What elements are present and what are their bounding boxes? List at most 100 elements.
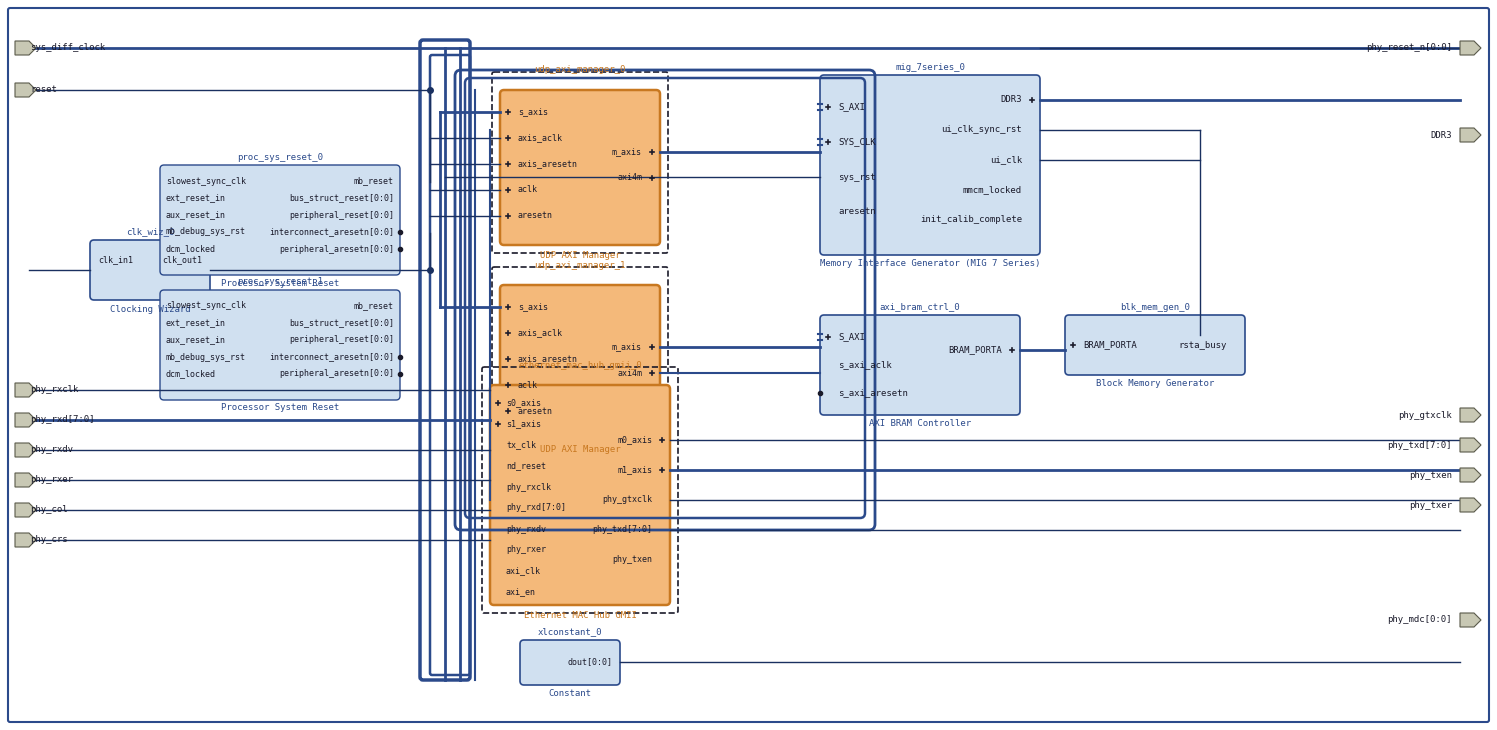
Polygon shape bbox=[15, 533, 36, 547]
FancyBboxPatch shape bbox=[490, 385, 671, 605]
Text: S_AXI: S_AXI bbox=[838, 102, 865, 112]
Polygon shape bbox=[1460, 408, 1481, 422]
FancyBboxPatch shape bbox=[160, 165, 400, 275]
FancyBboxPatch shape bbox=[1064, 315, 1246, 375]
Text: s_axi_aresetn: s_axi_aresetn bbox=[838, 388, 907, 398]
Text: DDR3: DDR3 bbox=[1000, 96, 1022, 104]
Text: axis_aclk: axis_aclk bbox=[518, 134, 563, 142]
Text: aresetn: aresetn bbox=[518, 212, 552, 220]
Polygon shape bbox=[1460, 613, 1481, 627]
Text: tx_clk: tx_clk bbox=[506, 440, 536, 450]
FancyBboxPatch shape bbox=[500, 90, 660, 245]
Text: s_axis: s_axis bbox=[518, 302, 548, 312]
Text: mmcm_locked: mmcm_locked bbox=[963, 185, 1022, 194]
Text: bus_struct_reset[0:0]: bus_struct_reset[0:0] bbox=[289, 193, 394, 202]
Text: phy_gtxclk: phy_gtxclk bbox=[1398, 410, 1452, 420]
Text: axi_en: axi_en bbox=[506, 588, 536, 596]
Polygon shape bbox=[15, 41, 36, 55]
FancyBboxPatch shape bbox=[160, 290, 400, 400]
Text: phy_mdc[0:0]: phy_mdc[0:0] bbox=[1388, 615, 1452, 624]
Text: aresetn: aresetn bbox=[838, 207, 876, 217]
Text: UDP AXI Manager: UDP AXI Manager bbox=[540, 250, 620, 259]
Text: phy_txen: phy_txen bbox=[612, 556, 653, 564]
Text: bus_struct_reset[0:0]: bus_struct_reset[0:0] bbox=[289, 318, 394, 328]
Polygon shape bbox=[1460, 128, 1481, 142]
Text: phy_txd[7:0]: phy_txd[7:0] bbox=[591, 526, 653, 534]
Text: proc_sys_reset_1: proc_sys_reset_1 bbox=[237, 277, 323, 286]
Text: proc_sys_reset_0: proc_sys_reset_0 bbox=[237, 153, 323, 161]
Text: phy_rxclk: phy_rxclk bbox=[506, 483, 551, 491]
Text: interconnect_aresetn[0:0]: interconnect_aresetn[0:0] bbox=[269, 353, 394, 361]
Text: Clocking Wizard: Clocking Wizard bbox=[109, 305, 190, 315]
Text: nd_reset: nd_reset bbox=[506, 461, 546, 471]
Polygon shape bbox=[15, 413, 36, 427]
Text: phy_gtxclk: phy_gtxclk bbox=[602, 496, 653, 504]
Text: DDR3: DDR3 bbox=[1431, 131, 1452, 139]
Text: slowest_sync_clk: slowest_sync_clk bbox=[166, 301, 246, 310]
Text: phy_rxer: phy_rxer bbox=[506, 545, 546, 555]
Text: SYS_CLK: SYS_CLK bbox=[838, 137, 876, 147]
Text: ext_reset_in: ext_reset_in bbox=[166, 318, 226, 328]
Text: s_axi_aclk: s_axi_aclk bbox=[838, 361, 892, 369]
Text: Block Memory Generator: Block Memory Generator bbox=[1096, 378, 1214, 388]
Text: UDP AXI Manager: UDP AXI Manager bbox=[540, 445, 620, 455]
Text: aresetn: aresetn bbox=[518, 407, 552, 415]
Text: peripheral_aresetn[0:0]: peripheral_aresetn[0:0] bbox=[278, 369, 394, 378]
Text: phy_rxdv: phy_rxdv bbox=[30, 445, 73, 455]
Polygon shape bbox=[15, 443, 36, 457]
Text: mb_debug_sys_rst: mb_debug_sys_rst bbox=[166, 228, 246, 237]
Text: axi_clk: axi_clk bbox=[506, 566, 540, 575]
Text: m1_axis: m1_axis bbox=[617, 466, 653, 474]
Text: peripheral_aresetn[0:0]: peripheral_aresetn[0:0] bbox=[278, 245, 394, 253]
FancyBboxPatch shape bbox=[90, 240, 210, 300]
Text: ui_clk: ui_clk bbox=[990, 155, 1022, 164]
Text: clk_in1: clk_in1 bbox=[97, 255, 133, 264]
Text: dout[0:0]: dout[0:0] bbox=[567, 658, 612, 666]
Text: Processor System Reset: Processor System Reset bbox=[222, 279, 340, 288]
Text: phy_rxd[7:0]: phy_rxd[7:0] bbox=[506, 504, 566, 512]
Text: dcm_locked: dcm_locked bbox=[166, 245, 216, 253]
Text: Processor System Reset: Processor System Reset bbox=[222, 404, 340, 412]
Text: axis_aresetn: axis_aresetn bbox=[518, 159, 578, 169]
Text: dcm_locked: dcm_locked bbox=[166, 369, 216, 378]
Text: peripheral_reset[0:0]: peripheral_reset[0:0] bbox=[289, 210, 394, 220]
Polygon shape bbox=[15, 83, 36, 97]
Text: phy_col: phy_col bbox=[30, 505, 67, 515]
Text: aux_reset_in: aux_reset_in bbox=[166, 210, 226, 220]
Text: S_AXI: S_AXI bbox=[838, 332, 865, 342]
Text: axis_aresetn: axis_aresetn bbox=[518, 355, 578, 364]
Text: s_axis: s_axis bbox=[518, 107, 548, 117]
Text: interconnect_aresetn[0:0]: interconnect_aresetn[0:0] bbox=[269, 228, 394, 237]
Text: ext_reset_in: ext_reset_in bbox=[166, 193, 226, 202]
Text: phy_rxer: phy_rxer bbox=[30, 475, 73, 485]
Text: mb_debug_sys_rst: mb_debug_sys_rst bbox=[166, 353, 246, 361]
Text: m_axis: m_axis bbox=[612, 147, 642, 156]
Polygon shape bbox=[1460, 468, 1481, 482]
Text: phy_rxdv: phy_rxdv bbox=[506, 524, 546, 534]
Polygon shape bbox=[15, 383, 36, 397]
Polygon shape bbox=[1460, 41, 1481, 55]
Text: BRAM_PORTA: BRAM_PORTA bbox=[1082, 340, 1136, 350]
Text: axi_bram_ctrl_0: axi_bram_ctrl_0 bbox=[880, 302, 960, 312]
Text: blk_mem_gen_0: blk_mem_gen_0 bbox=[1120, 302, 1190, 312]
Text: clk_out1: clk_out1 bbox=[162, 255, 202, 264]
Text: axi4m: axi4m bbox=[617, 369, 642, 377]
Text: mb_reset: mb_reset bbox=[353, 301, 394, 310]
Text: phy_rxclk: phy_rxclk bbox=[30, 385, 78, 394]
Polygon shape bbox=[1460, 438, 1481, 452]
Text: udp_axi_manager_1: udp_axi_manager_1 bbox=[534, 261, 626, 269]
Text: sys_rst: sys_rst bbox=[838, 172, 876, 182]
Text: BRAM_PORTA: BRAM_PORTA bbox=[948, 345, 1001, 355]
Text: phy_rxd[7:0]: phy_rxd[7:0] bbox=[30, 415, 94, 425]
Text: Constant: Constant bbox=[548, 688, 591, 697]
Text: slowest_sync_clk: slowest_sync_clk bbox=[166, 177, 246, 185]
FancyBboxPatch shape bbox=[500, 285, 660, 440]
Text: AXI BRAM Controller: AXI BRAM Controller bbox=[868, 418, 972, 428]
Text: ethernet_mac_hub_gmii_0: ethernet_mac_hub_gmii_0 bbox=[518, 361, 642, 369]
Text: m_axis: m_axis bbox=[612, 342, 642, 352]
Text: s0_axis: s0_axis bbox=[506, 399, 540, 407]
Text: ui_clk_sync_rst: ui_clk_sync_rst bbox=[942, 126, 1022, 134]
Text: aclk: aclk bbox=[518, 185, 537, 194]
Polygon shape bbox=[1460, 498, 1481, 512]
Text: mig_7series_0: mig_7series_0 bbox=[895, 63, 966, 72]
